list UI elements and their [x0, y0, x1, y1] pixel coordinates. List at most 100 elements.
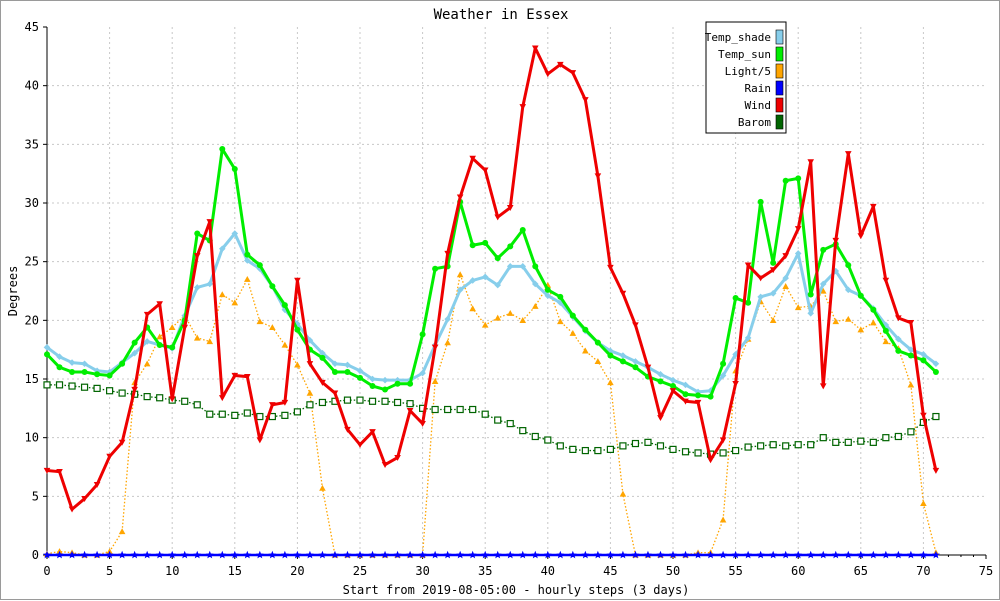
- data-point-barom: [506, 419, 514, 428]
- data-point-rain: [193, 550, 202, 559]
- data-point-rain: [881, 550, 890, 559]
- data-point-temp-shade: [669, 376, 677, 384]
- data-point-temp-sun: [131, 339, 138, 346]
- data-point-temp-shade: [519, 263, 527, 270]
- data-point-light-5: [294, 361, 301, 368]
- data-point-temp-shade: [469, 277, 476, 284]
- data-point-rain: [706, 550, 715, 559]
- legend-label-wind: Wind: [745, 99, 772, 112]
- data-point-temp-sun: [369, 383, 376, 390]
- data-point-barom: [719, 449, 727, 457]
- data-point-wind: [557, 61, 564, 68]
- data-point-light-5: [882, 338, 890, 345]
- data-point-wind: [93, 481, 101, 488]
- data-point-temp-sun: [932, 368, 939, 375]
- data-point-rain: [493, 550, 502, 559]
- y-tick-label: 35: [25, 137, 39, 151]
- data-point-rain: [831, 550, 840, 559]
- data-point-wind: [857, 233, 865, 240]
- data-point-wind: [56, 469, 63, 475]
- data-point-temp-shade: [106, 368, 113, 376]
- data-point-wind: [669, 388, 677, 395]
- y-tick-label: 40: [25, 79, 39, 93]
- data-point-rain: [68, 550, 77, 559]
- data-point-light-5: [456, 271, 464, 278]
- data-point-temp-shade: [607, 347, 614, 355]
- data-point-wind: [657, 415, 664, 422]
- data-point-rain: [656, 550, 665, 559]
- data-point-rain: [618, 550, 627, 559]
- data-point-temp-shade: [218, 245, 226, 253]
- data-point-wind: [844, 151, 852, 158]
- data-point-rain: [556, 550, 565, 559]
- data-point-barom: [694, 449, 702, 457]
- data-point-wind: [344, 426, 351, 433]
- data-point-temp-shade: [356, 367, 364, 375]
- data-point-temp-sun: [707, 393, 714, 400]
- series-line-wind: [46, 46, 938, 511]
- data-point-wind: [294, 277, 301, 284]
- data-point-wind: [882, 277, 890, 284]
- data-point-light-5: [193, 334, 201, 341]
- data-point-barom: [143, 393, 151, 401]
- data-point-rain: [456, 550, 465, 559]
- data-point-temp-sun: [231, 165, 238, 172]
- data-point-temp-shade: [506, 263, 514, 270]
- x-tick-label: 0: [43, 564, 50, 578]
- legend-box: [705, 21, 787, 134]
- legend-swatch-temp-sun: [775, 46, 784, 62]
- data-point-temp-shade: [43, 344, 51, 351]
- data-point-wind: [394, 454, 401, 461]
- data-point-rain: [280, 550, 289, 559]
- data-point-barom: [569, 445, 577, 453]
- data-point-wind: [694, 399, 702, 406]
- data-point-wind: [682, 398, 689, 405]
- data-point-rain: [518, 550, 527, 559]
- data-point-wind: [218, 395, 226, 402]
- data-point-temp-sun: [757, 198, 764, 205]
- series: [43, 45, 940, 559]
- axes: 0 5 10 15 20 25 30 35 40 45 50 55 60 65 70 75 0 5 10 15 20 25…: [25, 20, 994, 578]
- data-point-wind: [769, 267, 777, 274]
- data-point-wind: [594, 173, 602, 180]
- y-tick-label: 25: [25, 255, 39, 269]
- data-point-light-5: [531, 302, 539, 309]
- data-point-rain: [243, 550, 252, 559]
- data-point-temp-sun: [782, 177, 789, 184]
- data-point-barom: [181, 397, 189, 405]
- data-point-light-5: [819, 287, 827, 294]
- data-point-rain: [694, 550, 703, 559]
- data-point-light-5: [269, 324, 276, 331]
- data-point-rain: [568, 550, 577, 559]
- y-tick-label: 5: [32, 489, 39, 503]
- data-point-rain: [143, 550, 152, 559]
- legend: Temp_shade Temp_sun Light/5 Rain Wind Barom: [705, 21, 787, 134]
- data-point-rain: [406, 550, 415, 559]
- data-point-temp-sun: [857, 292, 864, 299]
- data-point-temp-shade: [920, 351, 927, 358]
- data-point-rain: [931, 550, 940, 559]
- data-point-rain: [681, 550, 690, 559]
- data-point-wind: [269, 402, 276, 409]
- data-point-barom: [406, 400, 414, 408]
- x-tick-label: 15: [228, 564, 242, 578]
- data-point-barom: [769, 441, 777, 449]
- data-point-temp-sun: [920, 357, 927, 364]
- data-point-wind: [707, 457, 714, 464]
- data-point-wind: [206, 219, 214, 226]
- series-rain: [43, 550, 940, 559]
- data-point-temp-sun: [807, 291, 814, 298]
- data-point-barom: [156, 394, 164, 402]
- data-point-rain: [180, 550, 189, 559]
- data-point-temp-sun: [331, 368, 338, 375]
- data-point-temp-shade: [456, 286, 464, 294]
- y-axis-title: Degrees: [6, 266, 20, 317]
- data-point-temp-shade: [381, 376, 389, 384]
- data-point-barom: [93, 384, 101, 392]
- data-point-barom: [581, 446, 589, 455]
- data-point-temp-sun: [281, 302, 288, 309]
- data-point-light-5: [920, 500, 927, 507]
- data-point-rain: [744, 550, 753, 559]
- data-point-wind: [43, 467, 51, 474]
